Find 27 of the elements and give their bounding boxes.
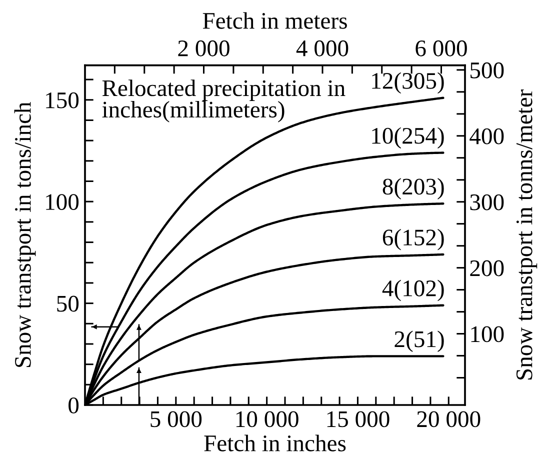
y-axis-title: Snow transtport in tons/inch bbox=[14, 102, 36, 368]
series-label: 2(51) bbox=[394, 330, 444, 352]
series-label: 6(152) bbox=[382, 228, 444, 250]
y2-tick-label: 300 bbox=[470, 194, 504, 210]
series-label: 8(203) bbox=[382, 178, 444, 200]
annotation: Relocated precipitation in inches(millimeters) bbox=[102, 80, 346, 122]
y2-axis-title: Snow transtport in tonns/meter bbox=[516, 89, 538, 380]
y-tick-label: 0 bbox=[68, 397, 79, 414]
y-tick-label: 50 bbox=[57, 296, 79, 312]
x-tick-label: 5 000 bbox=[150, 411, 202, 428]
y2-tick-label: 100 bbox=[471, 326, 504, 342]
x2-tick-label: 4 000 bbox=[296, 40, 348, 56]
series-label: 4(102) bbox=[382, 280, 444, 302]
series-label: 12(305) bbox=[372, 72, 444, 94]
x-tick-label: 20 000 bbox=[417, 411, 480, 428]
x-tick-label: 15 000 bbox=[327, 411, 390, 428]
x-axis-title: Fetch in inches bbox=[204, 434, 346, 452]
y2-tick-label: 400 bbox=[470, 128, 504, 144]
y2-tick-label: 200 bbox=[470, 260, 504, 276]
y-tick-label: 100 bbox=[46, 194, 79, 210]
x2-tick-label: 6 000 bbox=[416, 40, 467, 56]
y2-tick-label: 500 bbox=[470, 62, 504, 78]
x2-axis-title: Fetch in meters bbox=[202, 12, 347, 29]
x-tick-label: 10 000 bbox=[236, 411, 298, 428]
series-label: 10(254) bbox=[372, 127, 444, 149]
y-tick-label: 150 bbox=[46, 92, 79, 108]
x2-tick-label: 2 000 bbox=[178, 40, 230, 56]
